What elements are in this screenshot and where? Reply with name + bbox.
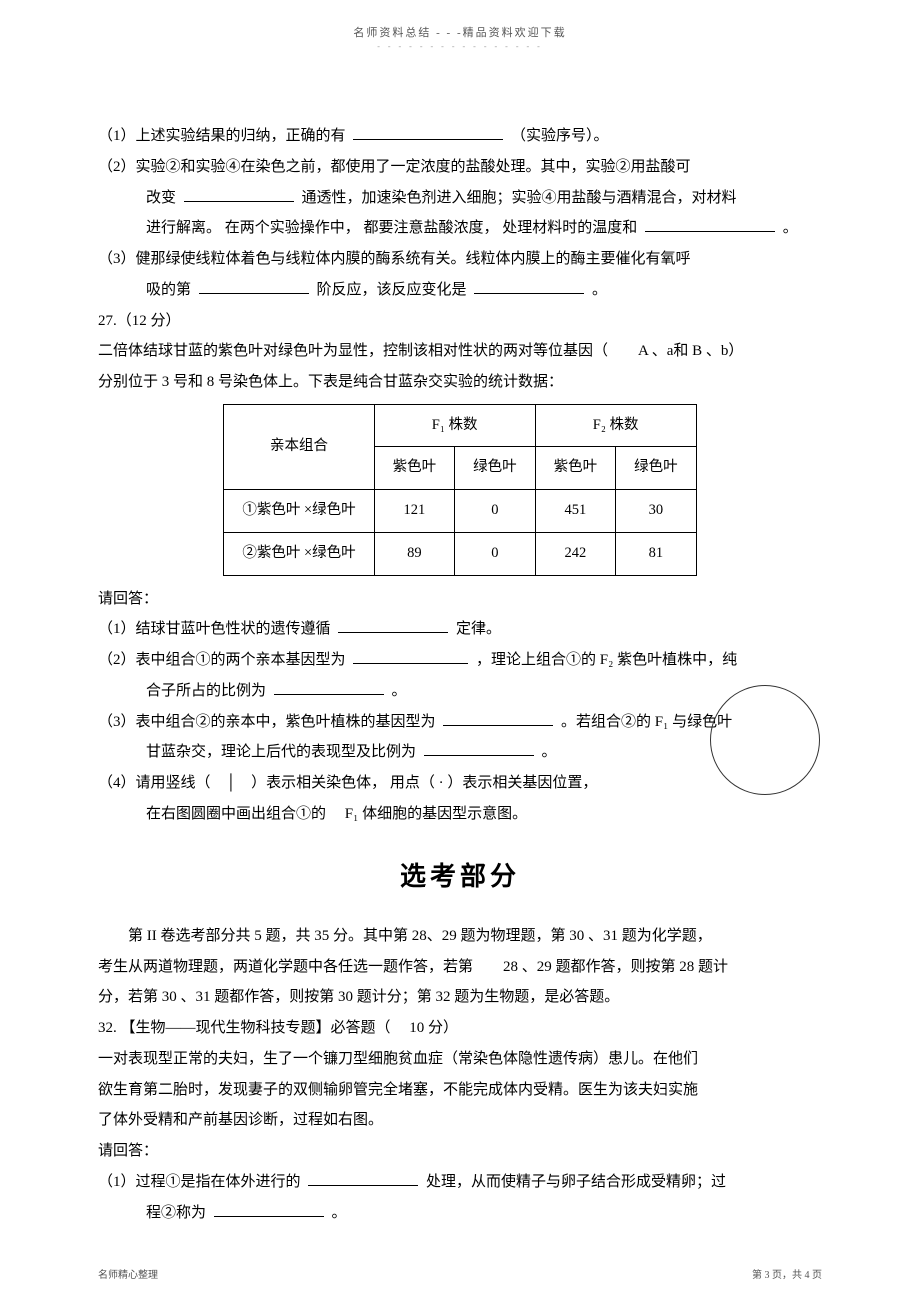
q32-1c: 程②称为 [146,1205,206,1221]
q27-3a: （3）表中组合②的亲本中，紫色叶植株的基因型为 [98,714,436,730]
q3-text-a: 吸的第 [146,282,191,298]
q32-1-blank2 [214,1202,324,1217]
q3-blank1 [199,279,309,294]
q27-header: 27.（12 分） [98,306,822,337]
q27-1: （1）结球甘蓝叶色性状的遗传遵循 定律。 [98,614,822,645]
q27-2d: 。 [392,683,407,699]
th-parent: 亲本组合 [224,404,374,489]
footer-left: 名师精心整理 [98,1266,158,1281]
q1-blank [353,125,503,140]
q27-4-line1: （4）请用竖线（ │ ）表示相关染色体， 用点（ · ）表示相关基因位置， [98,768,822,799]
q32-1-line1: （1）过程①是指在体外进行的 处理，从而使精子与卵子结合形成受精卵；过 [98,1167,822,1198]
table-row: ①紫色叶 ×绿色叶 121 0 451 30 [224,490,696,533]
r2-f1p: 89 [374,532,455,575]
q27-1a: （1）结球甘蓝叶色性状的遗传遵循 [98,621,331,637]
footer-right: 第 3 页，共 4 页 [752,1266,822,1281]
q27-3-blank1 [443,711,553,726]
q27-3b: 。若组合②的 F₁ 与绿色叶 [561,714,732,730]
q32-p3: 了体外受精和产前基因诊断，过程如右图。 [98,1105,822,1136]
th-f1g: 绿色叶 [455,447,536,490]
r1-f1g: 0 [455,490,536,533]
th-f2: F₂ 株数 [535,404,696,447]
q2-text-d: 。 [783,220,798,236]
q3-text-c: 。 [592,282,607,298]
table-row: ②紫色叶 ×绿色叶 89 0 242 81 [224,532,696,575]
q27-3-blank2 [424,741,534,756]
q27-2-line1: （2）表中组合①的两个亲本基因型为 ，理论上组合①的 F₂ 紫色叶植株中，纯 [98,645,822,676]
q27-3c: 甘蓝杂交，理论上后代的表现型及比例为 [146,744,416,760]
q2-text-b: 通透性，加速染色剂进入细胞；实验④用盐酸与酒精混合，对材料 [302,190,737,206]
xk-p2: 考生从两道物理题，两道化学题中各任选一题作答，若第 28 、29 题都作答，则按… [98,952,822,983]
q32-1d: 。 [332,1205,347,1221]
circle-figure [710,685,820,795]
q27-para1: 二倍体结球甘蓝的紫色叶对绿色叶为显性，控制该相对性状的两对等位基因（ A 、a和… [98,336,822,367]
q2-line1: （2）实验②和实验④在染色之前，都使用了一定浓度的盐酸处理。其中，实验②用盐酸可 [98,152,822,183]
q27-2-line2: 合子所占的比例为 。 [98,676,822,707]
q27-1b: 定律。 [456,621,501,637]
please-answer-2: 请回答： [98,1136,822,1167]
q32-1-blank1 [308,1171,418,1186]
r1-f2p: 451 [535,490,616,533]
q27-4-line2: 在右图圆圈中画出组合①的 F₁ 体细胞的基因型示意图。 [98,799,822,830]
q32-p2: 欲生育第二胎时，发现妻子的双侧输卵管完全堵塞，不能完成体内受精。医生为该夫妇实施 [98,1075,822,1106]
r2-f2p: 242 [535,532,616,575]
th-f1p: 紫色叶 [374,447,455,490]
q3-line2: 吸的第 阶反应，该反应变化是 。 [98,275,822,306]
xk-p3: 分，若第 30 、31 题都作答，则按第 30 题计分；第 32 题为生物题，是… [98,982,822,1013]
please-answer: 请回答： [98,584,822,615]
th-f2g: 绿色叶 [616,447,697,490]
q2-text-a: 改变 [146,190,176,206]
q27-3d: 。 [542,744,557,760]
page-header: 名师资料总结 - - -精品资料欢迎下载 [0,0,920,40]
q27-para2: 分别位于 3 号和 8 号染色体上。下表是纯合甘蓝杂交实验的统计数据： [98,367,822,398]
r1-label: ①紫色叶 ×绿色叶 [224,490,374,533]
q27-2-blank2 [274,680,384,695]
page-content: （1）上述实验结果的归纳，正确的有 （实验序号）。 （2）实验②和实验④在染色之… [0,51,920,1228]
q2-text-c: 进行解离。 在两个实验操作中， 都要注意盐酸浓度， 处理材料时的温度和 [146,220,637,236]
q27-2-blank1 [353,649,468,664]
th-f1: F₁ 株数 [374,404,535,447]
q32-1a: （1）过程①是指在体外进行的 [98,1174,301,1190]
q3-blank2 [474,279,584,294]
q32-header: 32. 【生物——现代生物科技专题】必答题（ 10 分） [98,1013,822,1044]
xk-p1: 第 II 卷选考部分共 5 题，共 35 分。其中第 28、29 题为物理题，第… [98,921,822,952]
q2-blank1 [184,187,294,202]
q2-line2: 改变 通透性，加速染色剂进入细胞；实验④用盐酸与酒精混合，对材料 [98,183,822,214]
q3-text-b: 阶反应，该反应变化是 [317,282,467,298]
q32-1-line2: 程②称为 。 [98,1198,822,1229]
q2-blank2 [645,217,775,232]
r1-f2g: 30 [616,490,697,533]
q27-2c: 合子所占的比例为 [146,683,266,699]
q1-line1: （1）上述实验结果的归纳，正确的有 （实验序号）。 [98,121,822,152]
th-f2p: 紫色叶 [535,447,616,490]
q1-text-b: （实验序号）。 [511,128,609,144]
section-title: 选考部分 [98,850,822,903]
q3-line1: （3）健那绿使线粒体着色与线粒体内膜的酶系统有关。线粒体内膜上的酶主要催化有氧呼 [98,244,822,275]
r2-f2g: 81 [616,532,697,575]
cross-table: 亲本组合 F₁ 株数 F₂ 株数 紫色叶 绿色叶 紫色叶 绿色叶 ①紫色叶 ×绿… [223,404,696,576]
q27-1-blank [338,618,448,633]
q2-line3: 进行解离。 在两个实验操作中， 都要注意盐酸浓度， 处理材料时的温度和 。 [98,213,822,244]
q27-2b: ，理论上组合①的 F₂ 紫色叶植株中，纯 [476,652,737,668]
r2-label: ②紫色叶 ×绿色叶 [224,532,374,575]
page-header-sub: - - - - - - - - - - - - - - - - [0,42,920,51]
q27-2a: （2）表中组合①的两个亲本基因型为 [98,652,346,668]
r2-f1g: 0 [455,532,536,575]
q1-text-a: （1）上述实验结果的归纳，正确的有 [98,128,346,144]
r1-f1p: 121 [374,490,455,533]
q32-p1: 一对表现型正常的夫妇，生了一个镰刀型细胞贫血症（常染色体隐性遗传病）患儿。在他们 [98,1044,822,1075]
q32-1b: 处理，从而使精子与卵子结合形成受精卵；过 [426,1174,726,1190]
